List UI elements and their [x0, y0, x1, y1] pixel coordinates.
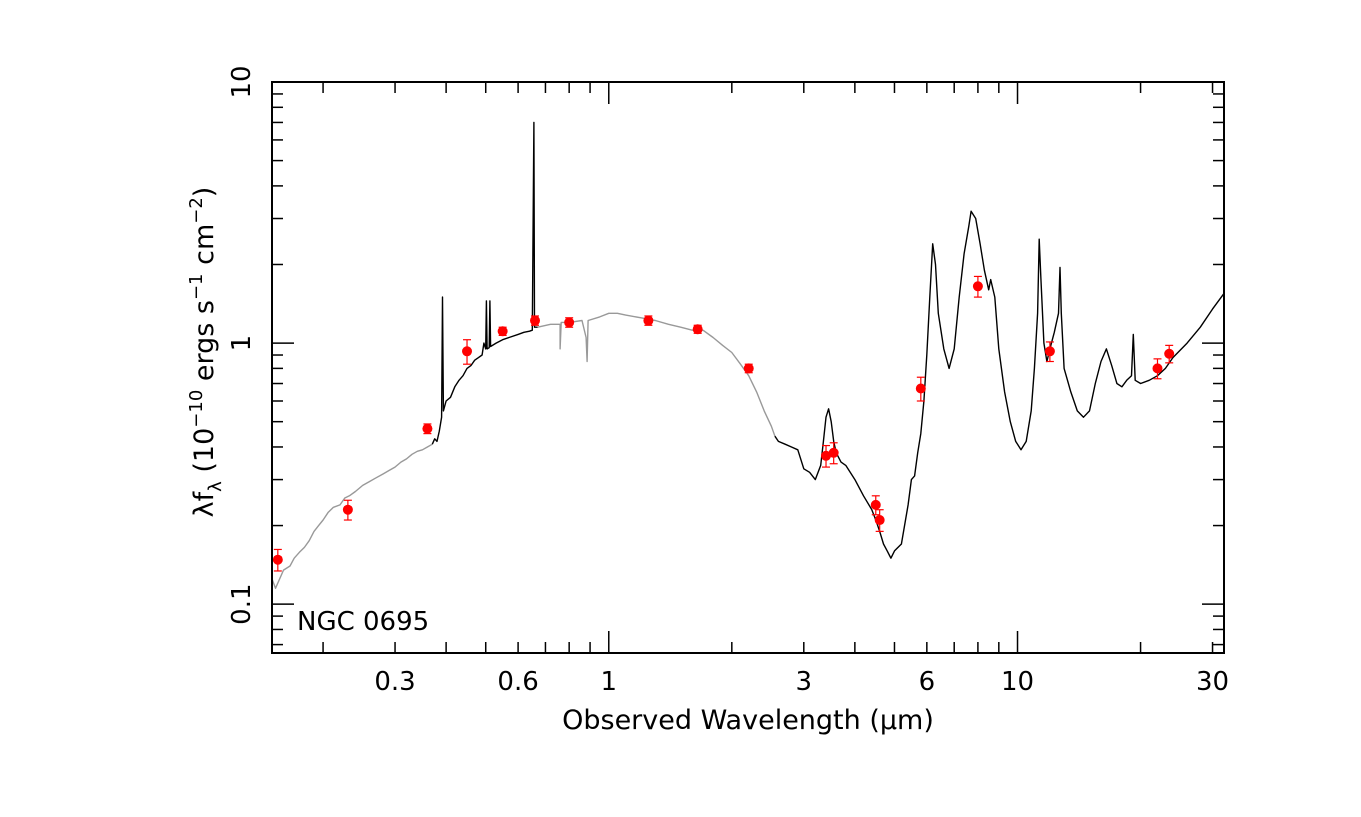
source-annotation: NGC 0695: [297, 607, 429, 637]
y-tick-label: 10: [227, 65, 257, 98]
x-tick-label: 6: [919, 667, 936, 697]
data-point: [972, 281, 983, 292]
y-axis-title: λfλ (10−10 ergs s−1 cm−2): [186, 187, 226, 518]
data-point: [643, 315, 654, 326]
data-point: [530, 315, 541, 326]
data-point: [1164, 348, 1175, 359]
data-point: [870, 499, 881, 510]
x-axis-title: Observed Wavelength (μm): [562, 705, 934, 736]
x-tick-label: 0.3: [374, 667, 415, 697]
y-tick-label: 0.1: [227, 583, 257, 624]
x-tick-label: 10: [1001, 667, 1034, 697]
x-tick-label: 0.6: [497, 667, 538, 697]
data-point: [1152, 363, 1163, 374]
axis-ticks: [272, 81, 1224, 653]
data-point: [1044, 346, 1055, 357]
data-point: [462, 346, 473, 357]
photometry-points: [272, 275, 1175, 572]
x-tick-label: 30: [1196, 667, 1229, 697]
data-point: [564, 317, 575, 328]
series-line-model-template: [271, 443, 433, 589]
x-tick-label: 3: [796, 667, 813, 697]
x-tick-label: 1: [600, 667, 617, 697]
data-point: [692, 324, 703, 335]
series-line-ir-spectrum: [774, 210, 1225, 559]
data-point: [915, 383, 926, 394]
data-point: [743, 363, 754, 374]
y-tick-label: 1: [227, 335, 257, 352]
data-point: [874, 515, 885, 526]
series-line-optical-spectrum: [431, 121, 538, 445]
data-point: [497, 326, 508, 337]
data-point: [342, 504, 353, 515]
plot-frame: [271, 81, 1225, 654]
data-point: [422, 423, 433, 434]
data-point: [272, 554, 283, 565]
data-point: [828, 447, 839, 458]
tick-labels: 0.3 0.6 1 3 6 10 30 0.1 1 10: [227, 65, 1229, 697]
data-point: [821, 450, 832, 461]
